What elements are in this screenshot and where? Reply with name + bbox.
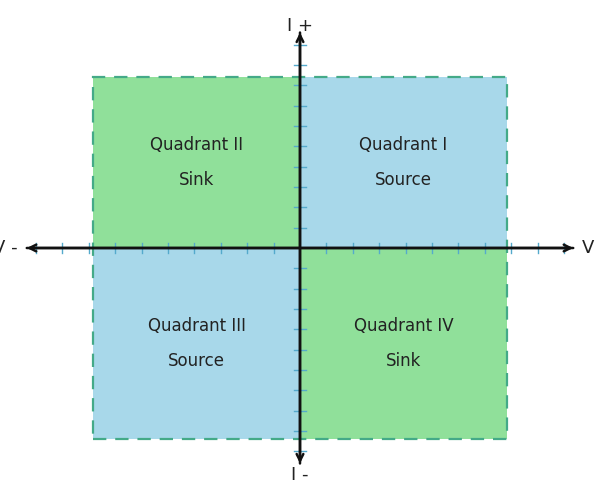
Text: V +: V + bbox=[582, 239, 600, 257]
Text: V -: V - bbox=[0, 239, 18, 257]
Text: I +: I + bbox=[287, 17, 313, 35]
Text: Quadrant IV: Quadrant IV bbox=[353, 317, 454, 335]
Bar bbox=[300, 77, 507, 248]
Bar bbox=[300, 248, 507, 439]
Text: Quadrant I: Quadrant I bbox=[359, 136, 448, 154]
Text: Sink: Sink bbox=[179, 171, 214, 189]
Bar bbox=[93, 77, 300, 248]
Text: Source: Source bbox=[375, 171, 432, 189]
Bar bbox=[93, 77, 507, 439]
Text: Sink: Sink bbox=[386, 352, 421, 370]
Text: Source: Source bbox=[168, 352, 225, 370]
Text: Quadrant II: Quadrant II bbox=[150, 136, 243, 154]
Text: Quadrant III: Quadrant III bbox=[148, 317, 245, 335]
Bar bbox=[93, 248, 300, 439]
Text: I -: I - bbox=[291, 466, 309, 484]
